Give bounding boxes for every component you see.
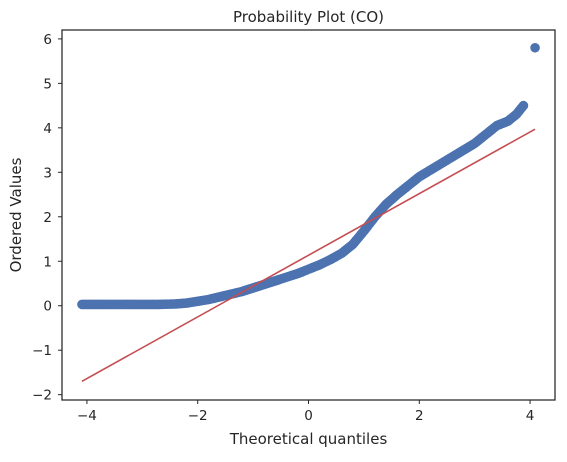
y-ticks: −2 −1 0 1 2 3 4 5 6 — [32, 32, 62, 404]
data-point — [518, 100, 529, 111]
x-ticks: −4 −2 0 2 4 — [77, 400, 534, 424]
fit-line — [81, 128, 536, 383]
x-tick-label: 4 — [526, 408, 535, 424]
x-tick-label: −4 — [77, 408, 97, 424]
plot-area — [77, 42, 540, 383]
y-tick-label: −2 — [32, 388, 52, 404]
y-tick-label: 4 — [43, 121, 52, 137]
y-tick-label: 6 — [43, 32, 52, 48]
y-axis-label: Ordered Values — [7, 157, 25, 272]
y-tick-label: 3 — [43, 165, 52, 181]
x-tick-label: 0 — [304, 408, 313, 424]
x-axis-label: Theoretical quantiles — [229, 430, 388, 448]
chart-title: Probability Plot (CO) — [233, 8, 384, 26]
y-tick-label: 5 — [43, 76, 52, 92]
x-tick-label: −2 — [188, 408, 208, 424]
y-tick-label: −1 — [32, 343, 52, 359]
y-tick-label: 1 — [43, 254, 52, 270]
x-tick-label: 2 — [415, 408, 424, 424]
y-tick-label: 0 — [43, 299, 52, 315]
y-tick-label: 2 — [43, 210, 52, 226]
data-point — [530, 42, 540, 53]
